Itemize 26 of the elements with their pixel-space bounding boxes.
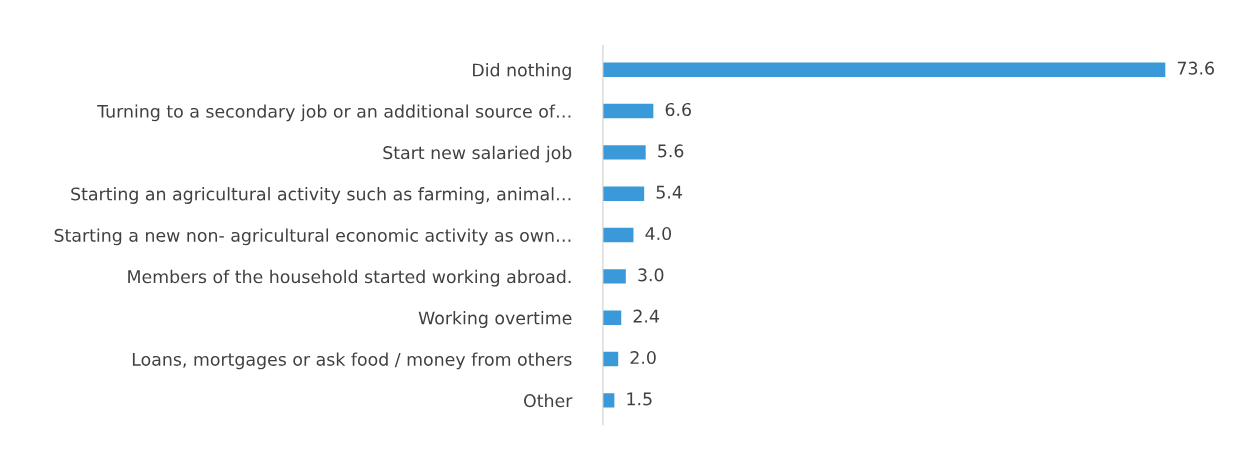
bar (602, 103, 654, 119)
bar (602, 269, 626, 284)
data-label: 5.4 (656, 185, 682, 199)
bar (602, 310, 622, 325)
y-tick-label: Members of the household started working abroad. (128, 269, 571, 287)
y-tick-label: Working overtime (418, 311, 572, 328)
bar (602, 145, 646, 160)
data-label: 4.0 (645, 226, 672, 241)
y-tick-label: Turning to a secondary job or an additional source of… (97, 104, 571, 122)
data-label: 6.6 (665, 102, 691, 117)
bar (602, 186, 645, 201)
bar (602, 62, 1166, 77)
data-label: 73.6 (1177, 61, 1214, 75)
data-label: 5.6 (658, 144, 684, 158)
bar (602, 227, 634, 243)
y-tick-label: Starting an agricultural activity such as farming, animal… (71, 187, 571, 204)
data-label: 1.5 (627, 392, 652, 406)
y-tick-label: Other (524, 393, 573, 408)
y-tick-label: Did nothing (473, 63, 571, 80)
data-label: 3.0 (638, 268, 664, 282)
y-tick-label: Start new salaried job (383, 145, 572, 163)
bar (602, 393, 615, 408)
data-label: 2.0 (630, 350, 656, 365)
y-tick-label: Starting a new non- agricultural economic activity as own… (54, 228, 571, 246)
data-label: 2.4 (633, 309, 659, 323)
y-tick-label: Loans, mortgages or ask food / money from others (132, 352, 572, 370)
